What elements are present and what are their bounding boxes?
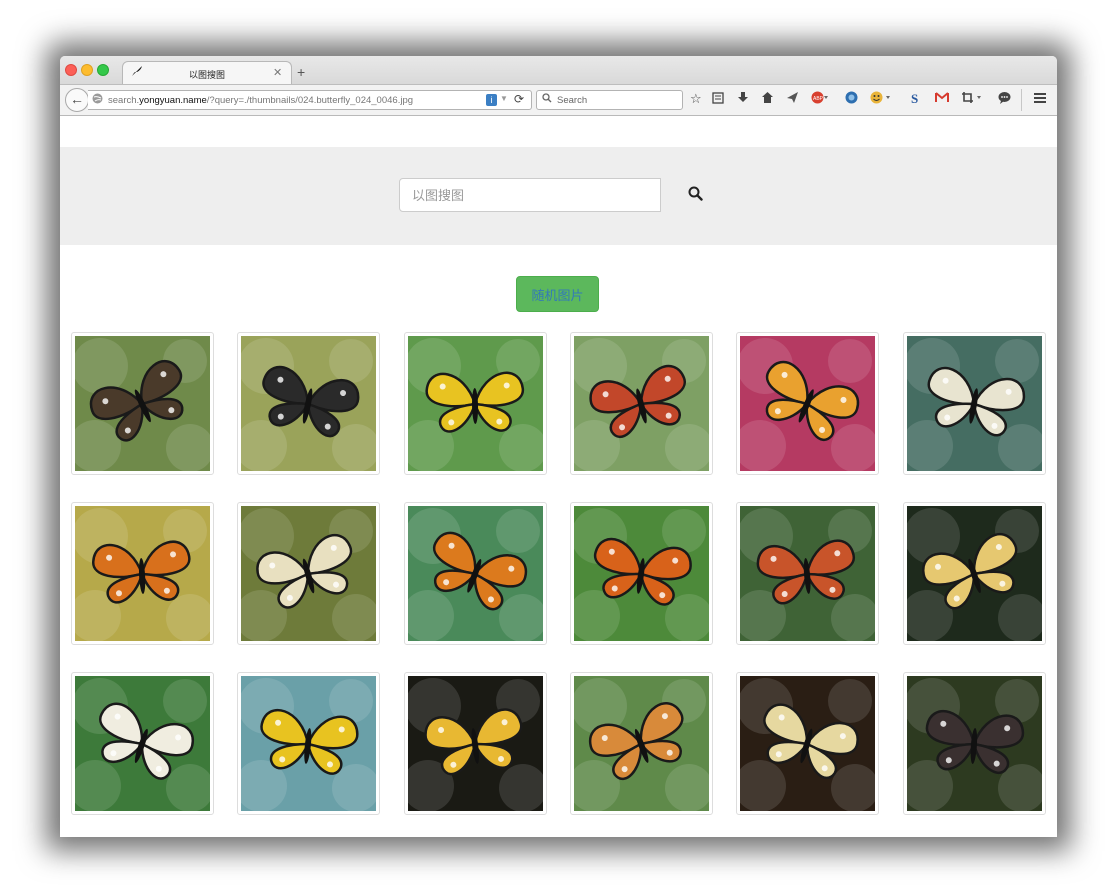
home-icon[interactable] xyxy=(761,91,774,108)
new-tab-button[interactable]: + xyxy=(297,64,306,80)
yellow-black-butterfly-icon xyxy=(408,676,543,811)
tab-close-icon[interactable]: ✕ xyxy=(273,67,283,79)
search-button[interactable] xyxy=(676,178,714,212)
abp-icon[interactable]: ABP xyxy=(811,91,829,108)
url-prefix: search. xyxy=(108,95,140,106)
yellow-swallowtail-icon xyxy=(241,676,376,811)
chat-icon[interactable] xyxy=(998,91,1011,108)
svg-text:ABP: ABP xyxy=(813,96,824,102)
info-icon[interactable]: i xyxy=(486,94,497,106)
pink-black-swallowtail-icon xyxy=(907,676,1042,811)
url-bar[interactable]: search.yongyuan.name/?query=./thumbnails… xyxy=(88,90,532,110)
crop-icon[interactable] xyxy=(961,91,983,108)
image-search-input[interactable] xyxy=(399,178,661,212)
tree-nymph-butterfly-icon xyxy=(241,506,376,641)
image-thumbnail[interactable] xyxy=(736,672,879,815)
paper-kite-butterfly-icon xyxy=(75,676,210,811)
image-thumbnail[interactable] xyxy=(903,332,1046,475)
tab-strip: 以图搜图 ✕ + xyxy=(60,56,1057,85)
monarch-on-orange-flower-icon xyxy=(574,506,709,641)
reload-icon[interactable]: ⟳ xyxy=(514,92,525,106)
url-dropdown-icon[interactable]: ▼ xyxy=(500,94,508,103)
download-icon[interactable] xyxy=(737,91,749,108)
search-icon xyxy=(542,93,552,106)
emoji-icon[interactable] xyxy=(870,91,892,108)
menu-icon[interactable] xyxy=(1033,91,1047,108)
image-thumbnail[interactable] xyxy=(570,672,713,815)
random-image-button[interactable]: 随机图片 xyxy=(516,276,599,312)
tab-title: 以图搜图 xyxy=(189,70,226,80)
white-butterfly-on-flower-icon xyxy=(907,336,1042,471)
browser-search-placeholder: Search xyxy=(557,95,588,106)
bookmark-star-icon[interactable]: ☆ xyxy=(690,91,702,106)
image-thumbnail[interactable] xyxy=(736,502,879,645)
browser-window: 以图搜图 ✕ + ← search.yongyuan.name/?query=.… xyxy=(60,56,1057,837)
monarch-side-view-icon xyxy=(408,506,543,641)
url-domain: yongyuan.name xyxy=(139,95,207,106)
monarch-on-pink-flowers-icon xyxy=(740,336,875,471)
image-thumbnail[interactable] xyxy=(736,332,879,475)
image-thumbnail[interactable] xyxy=(404,672,547,815)
black-swallowtail-icon xyxy=(241,336,376,471)
s-extension-icon[interactable]: S xyxy=(911,91,919,106)
brown-white-butterfly-icon xyxy=(75,336,210,471)
close-window-button[interactable] xyxy=(65,64,77,76)
image-thumbnail[interactable] xyxy=(903,672,1046,815)
image-thumbnail[interactable] xyxy=(237,672,380,815)
back-arrow-icon: ← xyxy=(70,91,84,107)
image-thumbnail[interactable] xyxy=(71,672,214,815)
page-content: 随机图片 xyxy=(60,116,1057,837)
monarch-on-leaves-icon xyxy=(75,506,210,641)
minimize-window-button[interactable] xyxy=(81,64,93,76)
image-thumbnail[interactable] xyxy=(903,502,1046,645)
url-path: /?query=./thumbnails/024.butterfly_024_0… xyxy=(206,95,414,106)
maximize-window-button[interactable] xyxy=(97,64,109,76)
browser-search-bar[interactable]: Search xyxy=(536,90,683,110)
search-banner xyxy=(60,147,1057,245)
tab-current[interactable]: 以图搜图 ✕ xyxy=(122,61,292,85)
image-thumbnail[interactable] xyxy=(404,332,547,475)
red-admiral-butterfly-icon xyxy=(740,506,875,641)
image-thumbnail[interactable] xyxy=(71,332,214,475)
firefox-sync-icon[interactable] xyxy=(845,91,858,108)
back-button[interactable]: ← xyxy=(65,88,89,112)
send-icon[interactable] xyxy=(786,91,799,108)
image-thumbnail[interactable] xyxy=(237,502,380,645)
reading-list-icon[interactable] xyxy=(712,91,724,108)
image-thumbnail[interactable] xyxy=(237,332,380,475)
image-thumbnail[interactable] xyxy=(71,502,214,645)
globe-icon xyxy=(92,93,103,107)
image-thumbnail[interactable] xyxy=(570,332,713,475)
birdwing-butterfly-icon xyxy=(408,336,543,471)
image-thumbnail[interactable] xyxy=(570,502,713,645)
monarch-dark-bg-icon xyxy=(907,506,1042,641)
image-thumbnail[interactable] xyxy=(404,502,547,645)
painted-lady-butterfly-icon xyxy=(574,676,709,811)
red-black-butterfly-icon xyxy=(574,336,709,471)
toolbar-separator xyxy=(1021,89,1022,111)
navigation-bar: ← search.yongyuan.name/?query=./thumbnai… xyxy=(60,84,1057,116)
url-text: search.yongyuan.name/?query=./thumbnails… xyxy=(108,95,413,106)
tiger-swallowtail-icon xyxy=(740,676,875,811)
gmail-icon[interactable] xyxy=(935,91,949,107)
feather-icon xyxy=(131,65,143,80)
search-icon xyxy=(688,186,703,205)
